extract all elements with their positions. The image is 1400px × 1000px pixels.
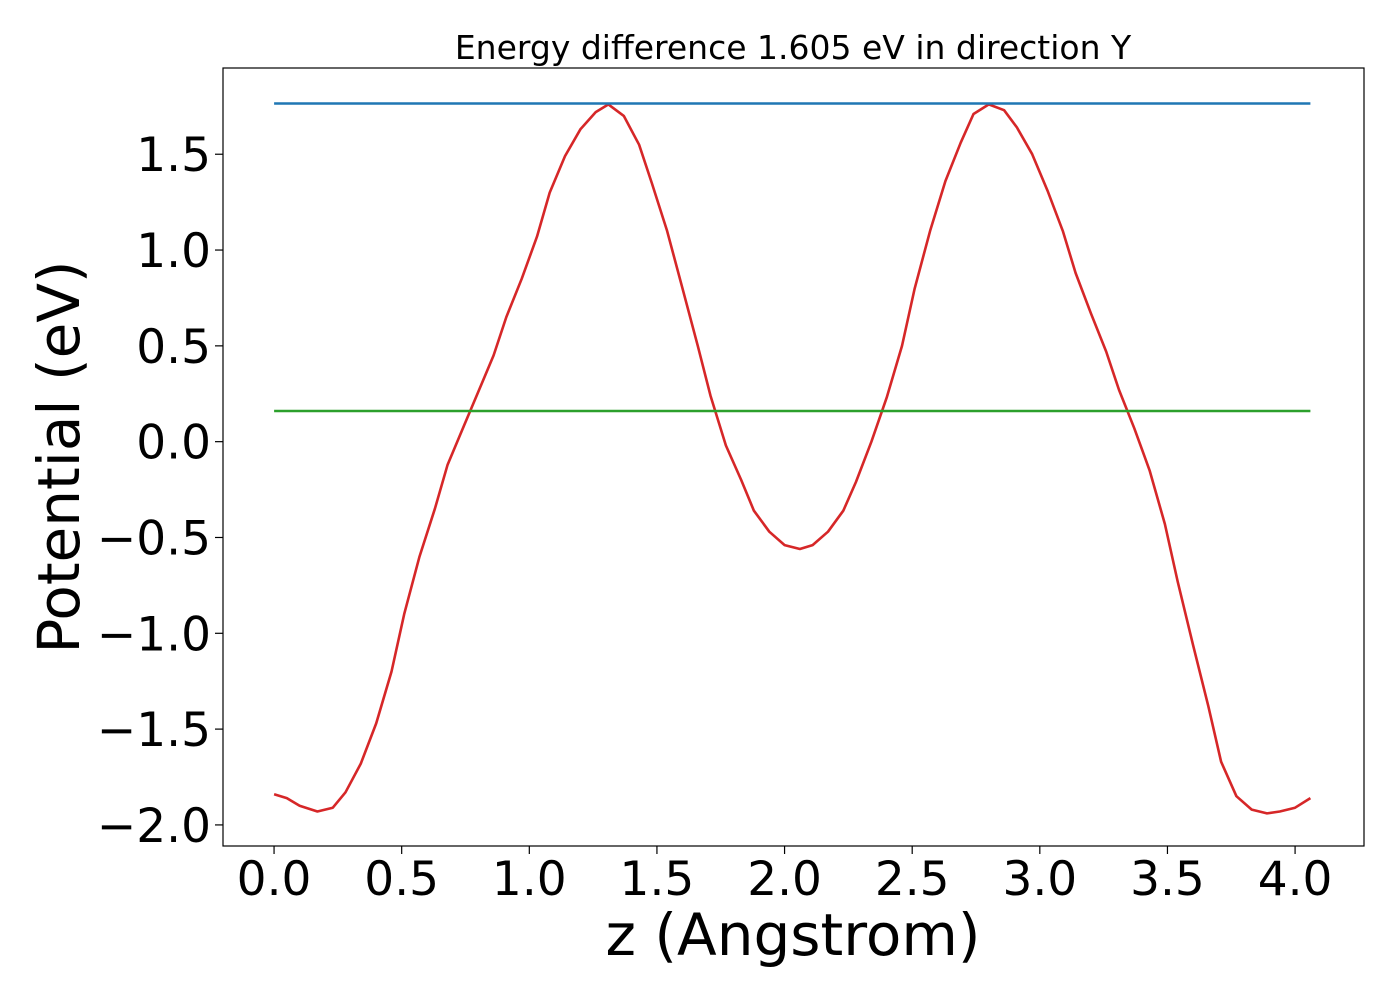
y-axis-label: Potential (eV) bbox=[25, 260, 93, 653]
plot-frame bbox=[222, 67, 1365, 847]
x-tick-label: 2.5 bbox=[875, 852, 950, 907]
x-tick-label: 0.5 bbox=[364, 852, 439, 907]
series-line-0 bbox=[273, 103, 1312, 815]
y-tick-label: −1.0 bbox=[97, 607, 211, 662]
y-tick-label: 0.0 bbox=[136, 416, 211, 471]
x-tick-label: 4.0 bbox=[1258, 852, 1333, 907]
y-tick-label: 0.5 bbox=[136, 320, 211, 375]
x-tick-label: 0.0 bbox=[237, 852, 312, 907]
y-axis-ticks: −2.0 −1.5 −1.0 −0.5 0.0 0.5 1.0 1.5 bbox=[97, 128, 223, 854]
y-tick-label: −1.5 bbox=[97, 703, 211, 758]
x-axis-label: z (Angstrom) bbox=[606, 901, 981, 969]
y-tick-label: −0.5 bbox=[97, 511, 211, 566]
x-tick-label: 1.0 bbox=[492, 852, 567, 907]
series-layer bbox=[273, 102, 1312, 815]
y-tick-label: 1.5 bbox=[136, 128, 211, 183]
x-tick-label: 3.5 bbox=[1130, 852, 1205, 907]
y-tick-label: 1.0 bbox=[136, 224, 211, 279]
chart-title: Energy difference 1.605 eV in direction … bbox=[455, 28, 1132, 67]
x-tick-label: 1.5 bbox=[620, 852, 695, 907]
x-axis-ticks: 0.0 0.5 1.0 1.5 2.0 2.5 3.0 3.5 4.0 bbox=[237, 846, 1333, 907]
x-tick-label: 2.0 bbox=[747, 852, 822, 907]
x-tick-label: 3.0 bbox=[1002, 852, 1077, 907]
y-tick-label: −2.0 bbox=[97, 799, 211, 854]
